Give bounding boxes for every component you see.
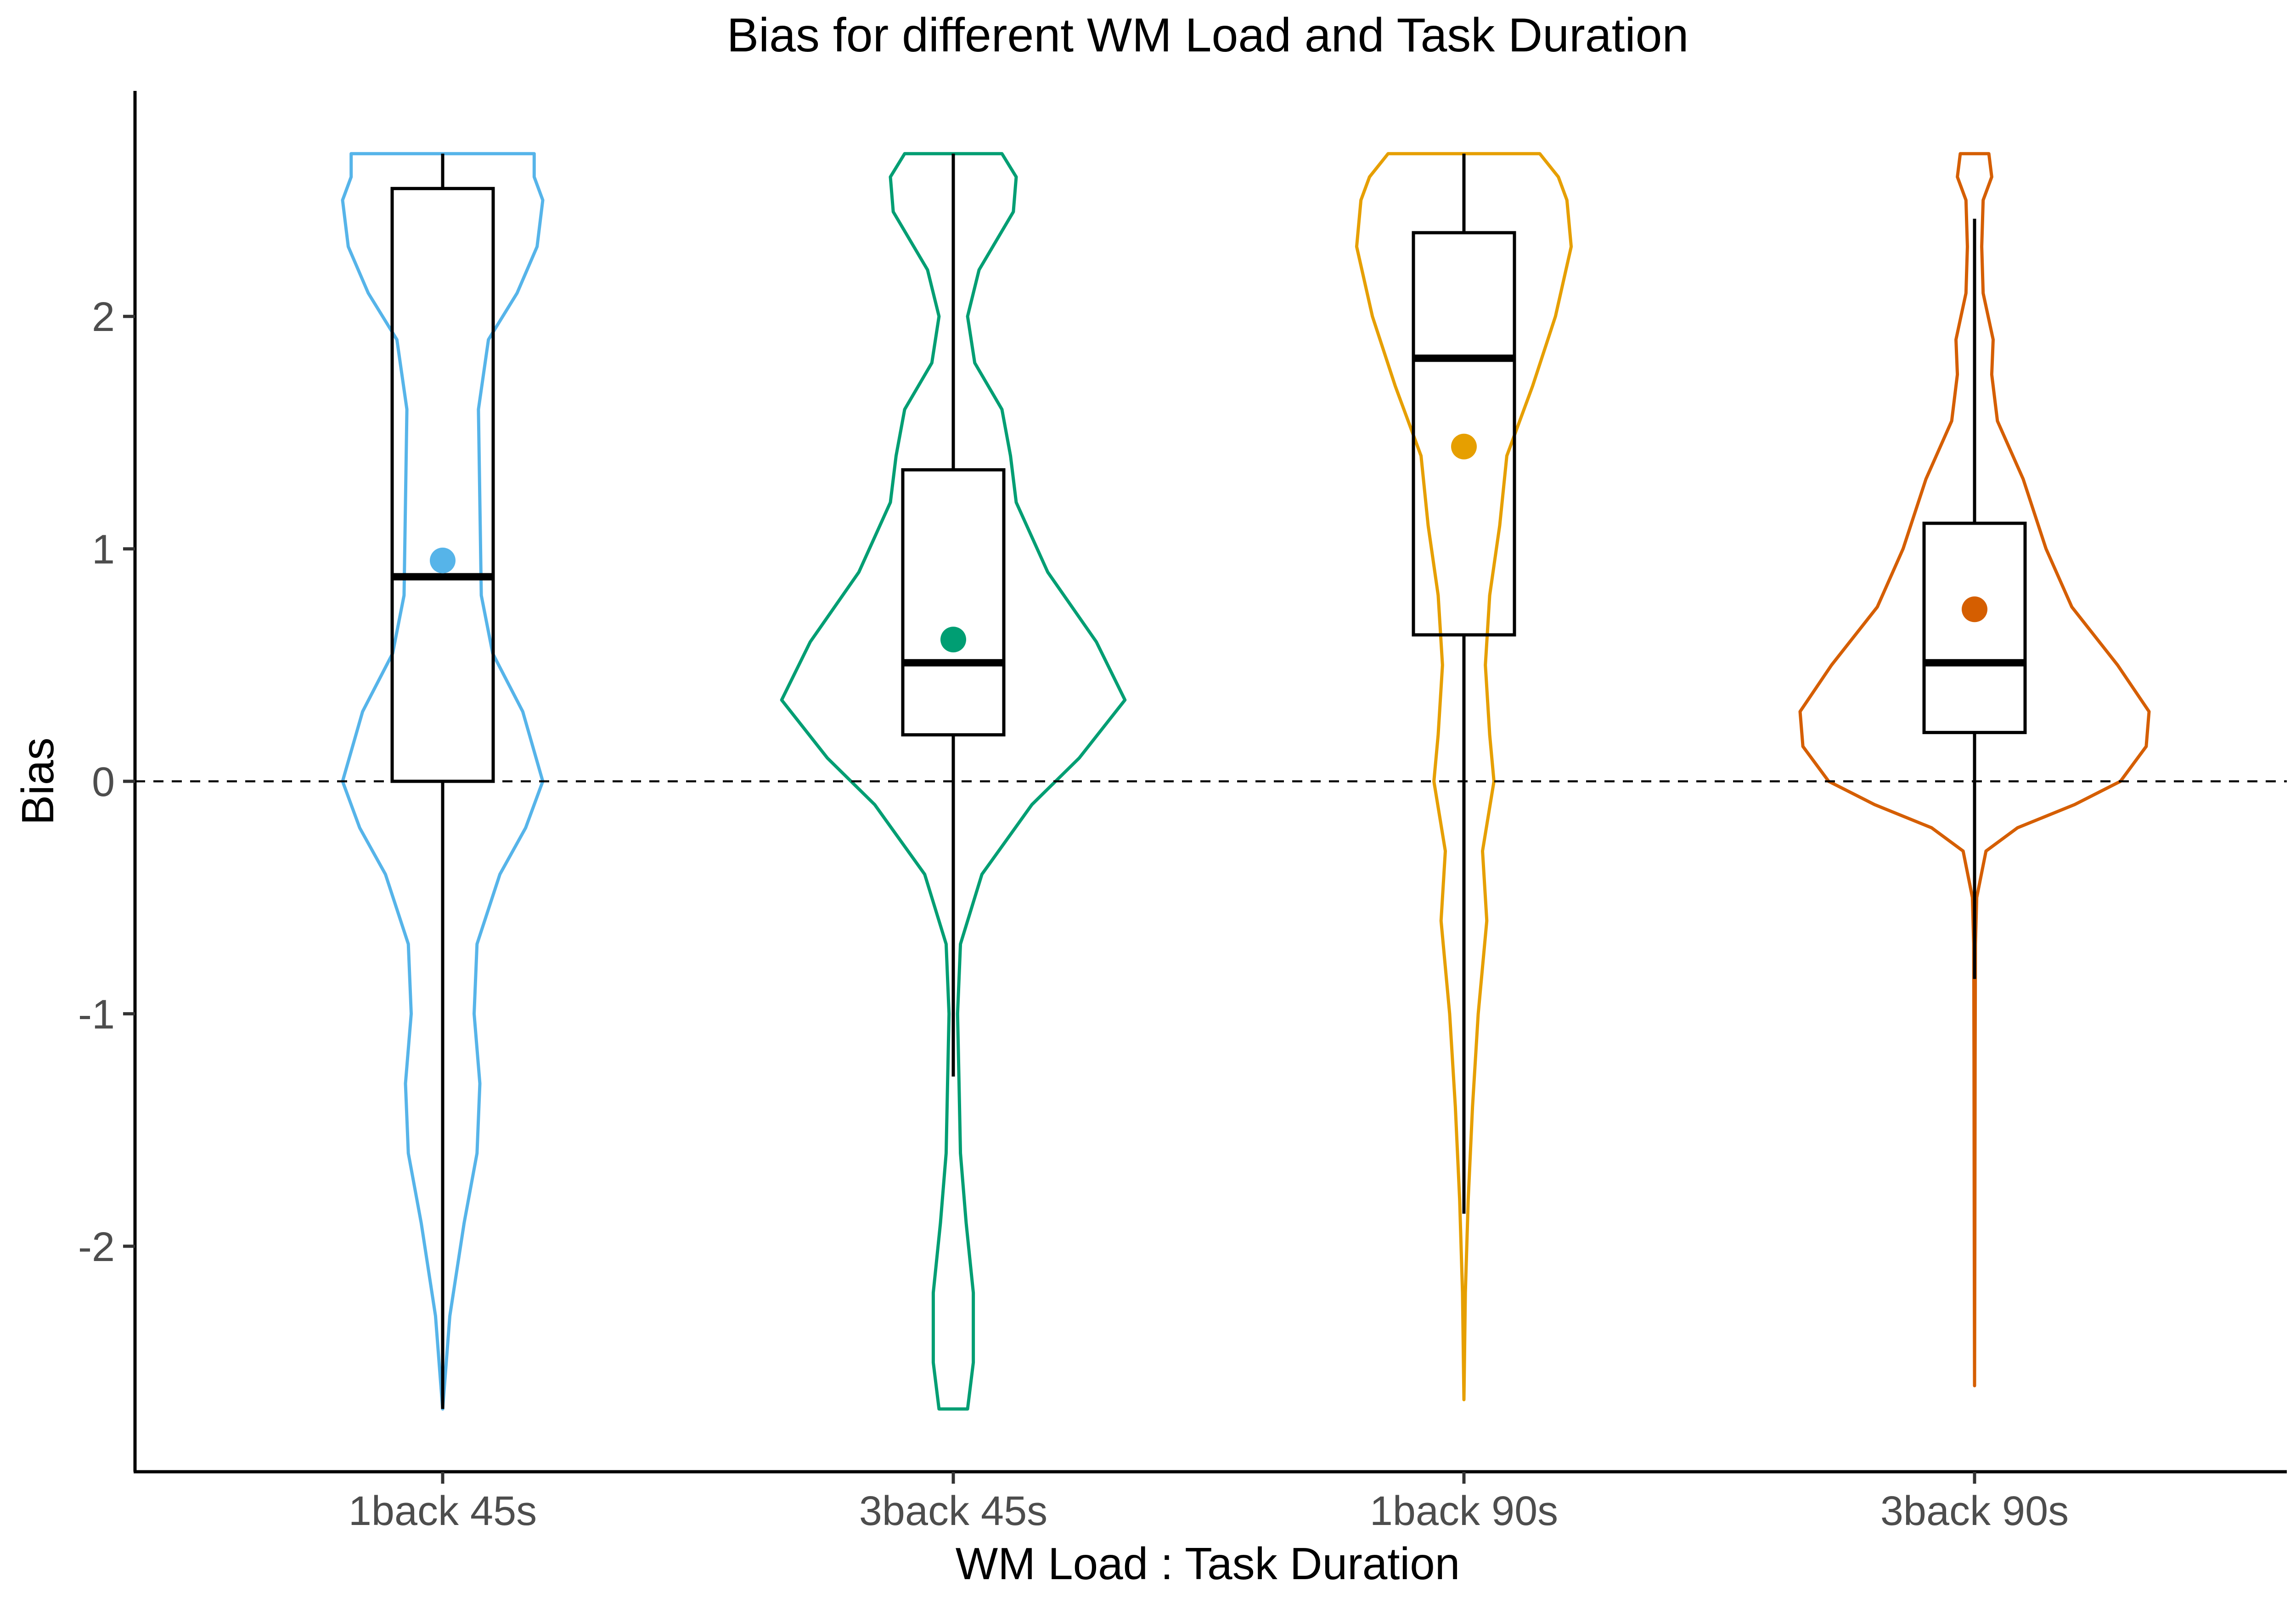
x-tick-label-1: 3back 45s [859,1488,1047,1534]
x-tick-label-0: 1back 45s [349,1488,537,1534]
mean-point-1back-90s [1451,433,1477,460]
box-3back-45s [901,468,1006,737]
y-tick-label-2: 0 [92,759,115,805]
x-axis-ticks: 1back 45s 3back 45s 1back 90s 3back 90s [349,1472,2069,1534]
y-tick-label-4: 2 [92,294,115,340]
box-1back-90s [1412,231,1516,637]
mean-point-3back-90s [1962,596,1987,622]
y-tick-label-0: -2 [78,1224,115,1270]
box-3back-90s [1922,521,2027,734]
y-tick-label-3: 1 [92,527,115,573]
box-1back-45s [390,187,495,783]
y-axis-title: Bias [12,738,63,825]
y-tick-label-1: -1 [78,992,115,1037]
violin-1back-45s [341,152,545,1411]
x-tick-label-2: 1back 90s [1370,1488,1558,1534]
violin-3back-90s [1798,152,2151,1388]
plot-area [135,152,2287,1411]
violin-1back-90s [1355,152,1573,1402]
violin-3back-45s [780,152,1127,1411]
chart-title: Bias for different WM Load and Task Dura… [727,9,1689,62]
y-axis-ticks: -2 -1 0 1 2 [78,294,135,1270]
mean-point-3back-45s [940,627,966,653]
x-tick-label-3: 3back 90s [1880,1488,2069,1534]
mean-point-1back-45s [430,547,456,573]
x-axis-title: WM Load : Task Duration [956,1538,1460,1589]
